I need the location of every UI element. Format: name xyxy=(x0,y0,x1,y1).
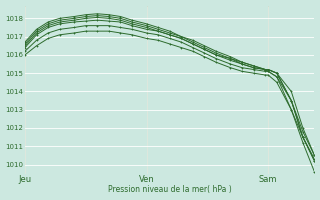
X-axis label: Pression niveau de la mer( hPa ): Pression niveau de la mer( hPa ) xyxy=(108,185,232,194)
